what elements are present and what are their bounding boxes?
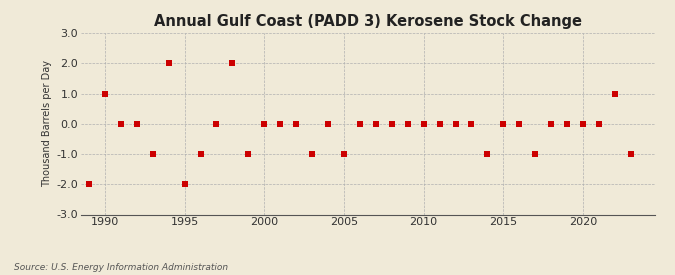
Point [275, 122, 286, 126]
Point [323, 122, 333, 126]
Text: Source: U.S. Energy Information Administration: Source: U.S. Energy Information Administ… [14, 263, 227, 272]
Point [84, 182, 95, 186]
Point [163, 61, 174, 65]
Point [371, 122, 381, 126]
Point [466, 122, 477, 126]
Point [306, 152, 317, 156]
Point [147, 152, 158, 156]
Point [195, 152, 206, 156]
Y-axis label: Thousand Barrels per Day: Thousand Barrels per Day [43, 60, 52, 187]
Point [115, 122, 126, 126]
Point [386, 122, 397, 126]
Point [610, 91, 620, 96]
Point [402, 122, 413, 126]
Point [578, 122, 589, 126]
Point [546, 122, 557, 126]
Point [514, 122, 524, 126]
Point [243, 152, 254, 156]
Point [450, 122, 461, 126]
Point [339, 152, 350, 156]
Point [482, 152, 493, 156]
Point [626, 152, 637, 156]
Point [132, 122, 142, 126]
Point [259, 122, 270, 126]
Point [498, 122, 509, 126]
Title: Annual Gulf Coast (PADD 3) Kerosene Stock Change: Annual Gulf Coast (PADD 3) Kerosene Stoc… [154, 14, 582, 29]
Point [291, 122, 302, 126]
Point [530, 152, 541, 156]
Point [211, 122, 222, 126]
Point [99, 91, 110, 96]
Point [593, 122, 604, 126]
Point [227, 61, 238, 65]
Point [354, 122, 365, 126]
Point [179, 182, 190, 186]
Point [418, 122, 429, 126]
Point [434, 122, 445, 126]
Point [562, 122, 572, 126]
